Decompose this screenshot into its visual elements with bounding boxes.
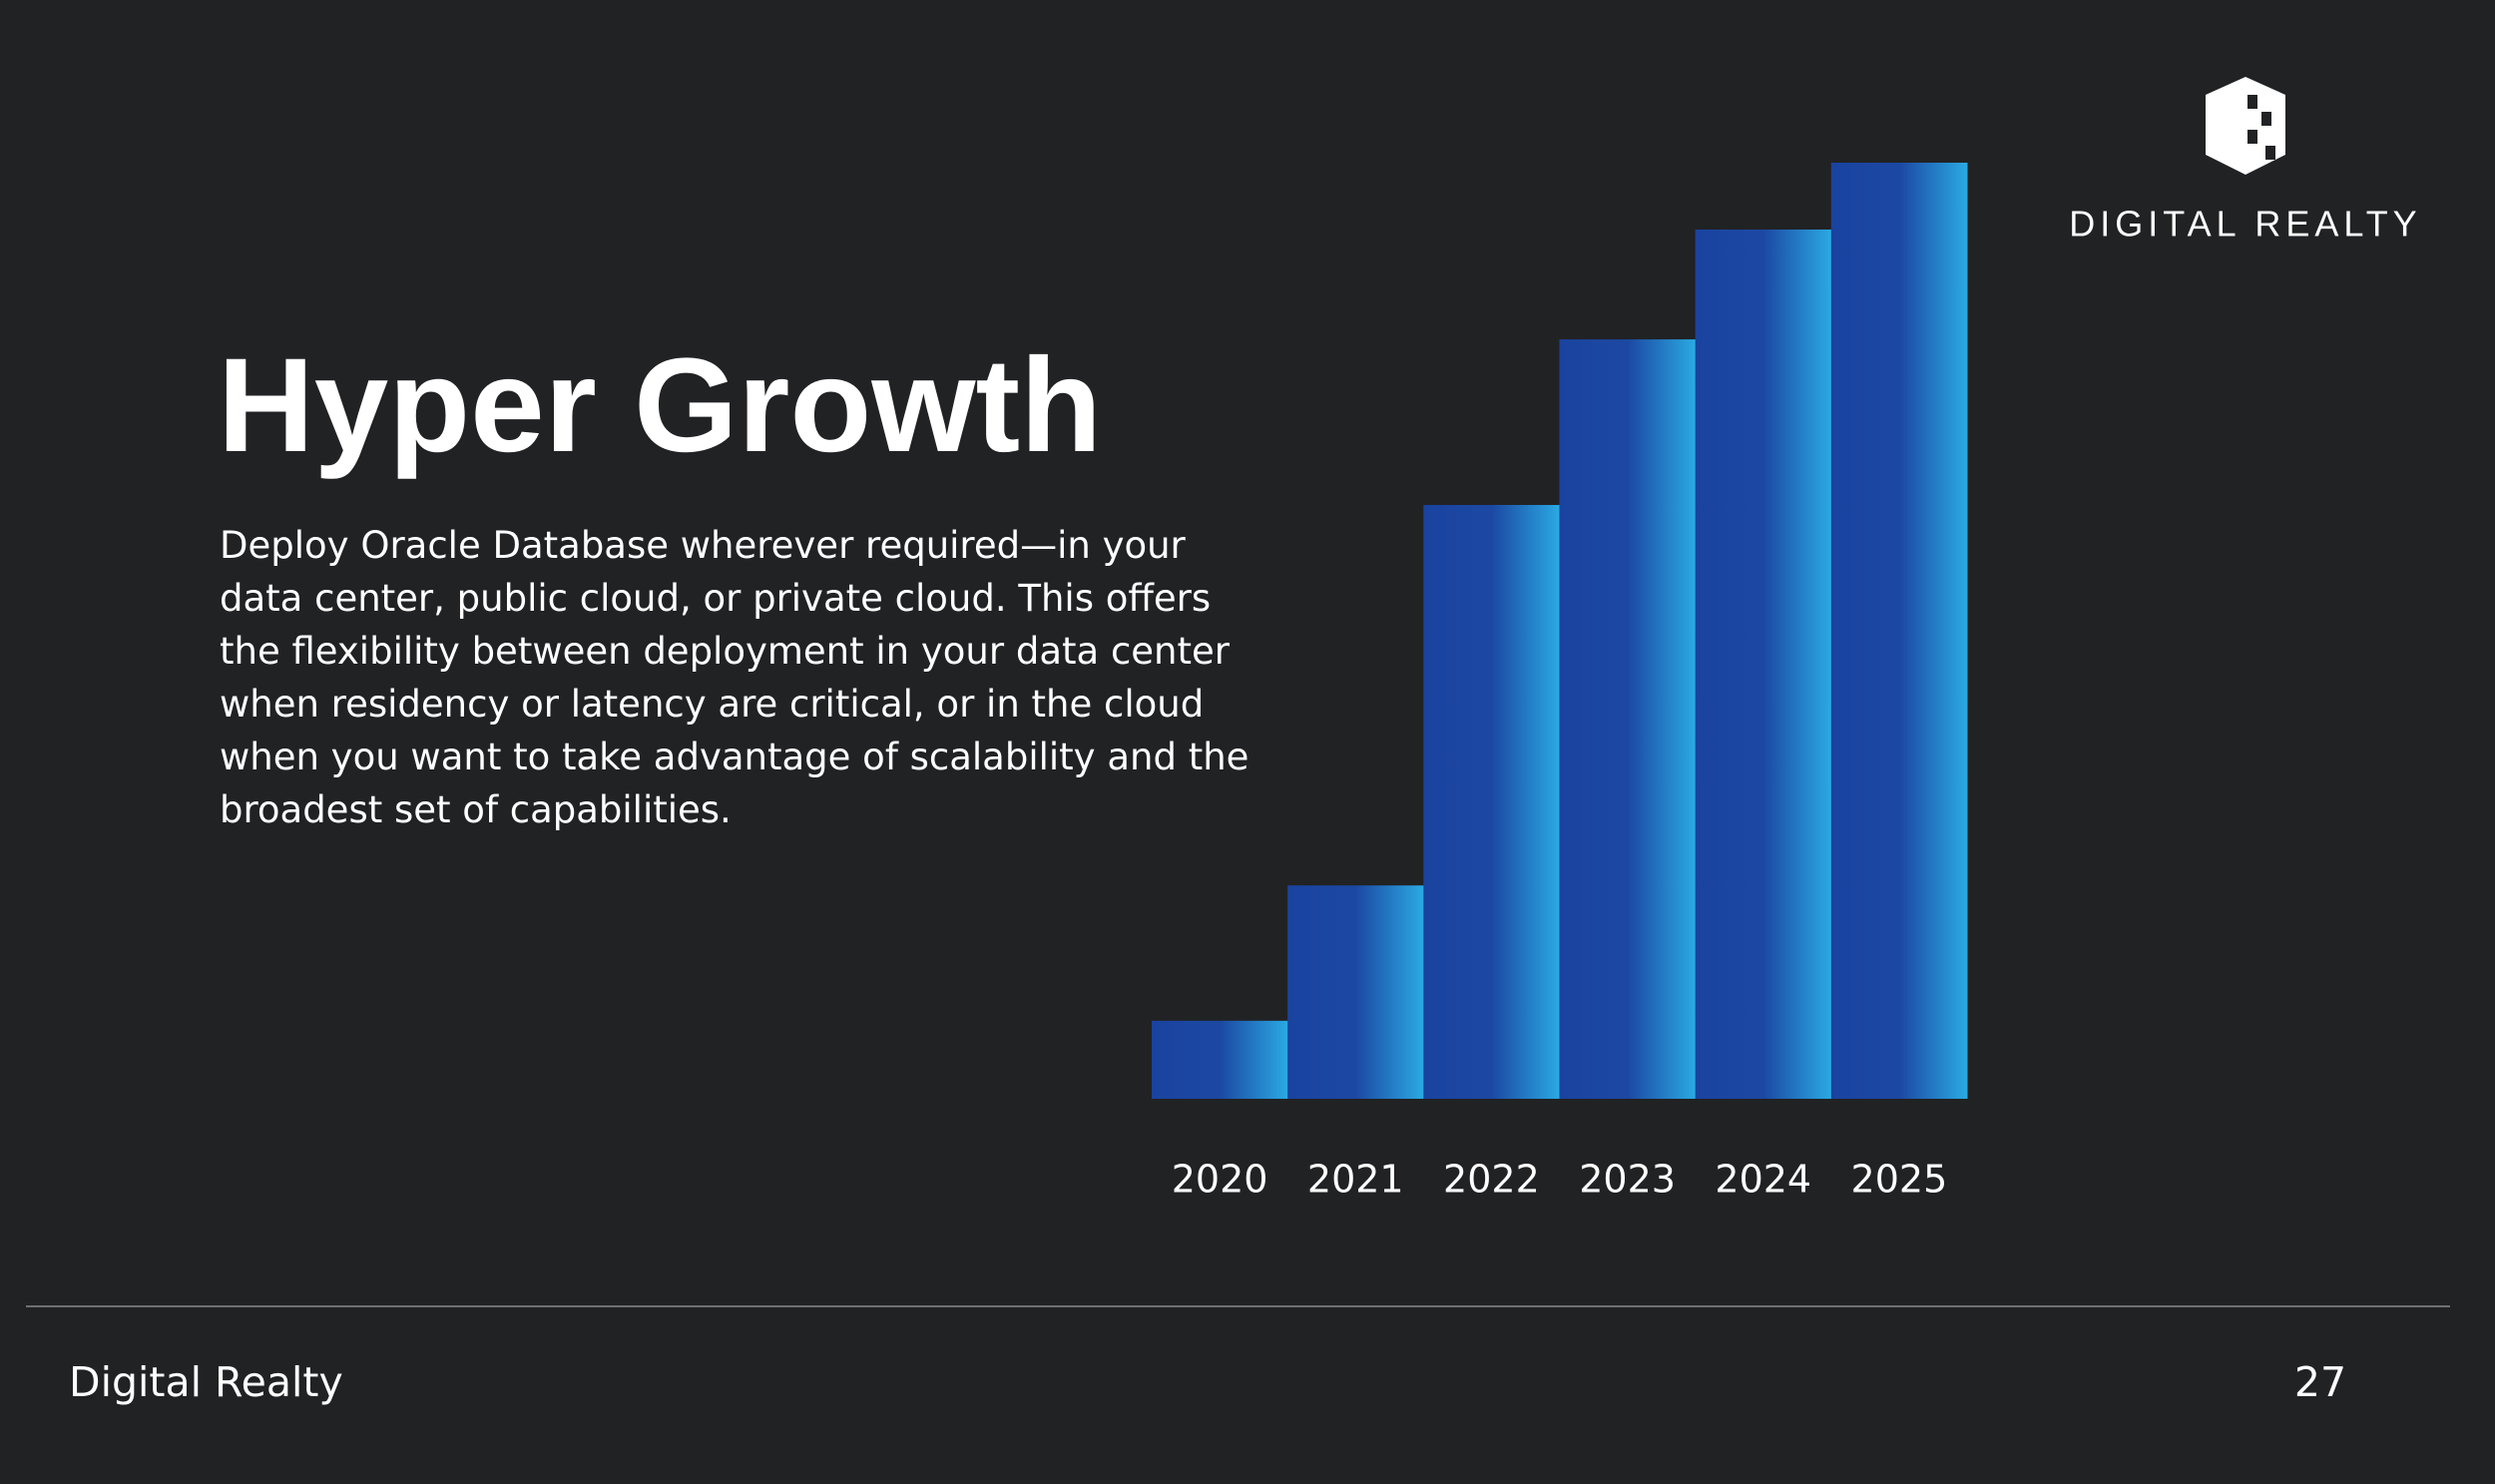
bar bbox=[1152, 1020, 1288, 1099]
logo-pixel bbox=[2247, 95, 2257, 109]
logo-icon bbox=[2206, 77, 2285, 175]
slide-title: Hyper Growth bbox=[218, 331, 1102, 480]
bar bbox=[1559, 339, 1697, 1100]
body-text: Deploy Oracle Database wherever required… bbox=[220, 524, 1249, 831]
logo-pixel bbox=[2261, 112, 2271, 126]
x-tick-label: 2021 bbox=[1307, 1158, 1404, 1202]
logo-pixel bbox=[2265, 146, 2275, 160]
x-tick-label: 2020 bbox=[1172, 1158, 1268, 1202]
bar bbox=[1423, 504, 1560, 1099]
x-tick-label: 2022 bbox=[1443, 1158, 1540, 1202]
page-number: 27 bbox=[2294, 1358, 2346, 1406]
bar bbox=[1695, 230, 1832, 1099]
logo-text: DIGITAL REALTY bbox=[2069, 204, 2421, 245]
bar bbox=[1287, 885, 1424, 1099]
logo-pixel bbox=[2247, 130, 2257, 144]
footer-left: Digital Realty bbox=[69, 1358, 343, 1406]
x-tick-label: 2025 bbox=[1851, 1158, 1948, 1202]
bar bbox=[1830, 163, 1968, 1099]
x-tick-label: 2024 bbox=[1715, 1158, 1811, 1202]
x-tick-label: 2023 bbox=[1579, 1158, 1676, 1202]
logo: DIGITAL REALTY bbox=[2069, 77, 2421, 245]
